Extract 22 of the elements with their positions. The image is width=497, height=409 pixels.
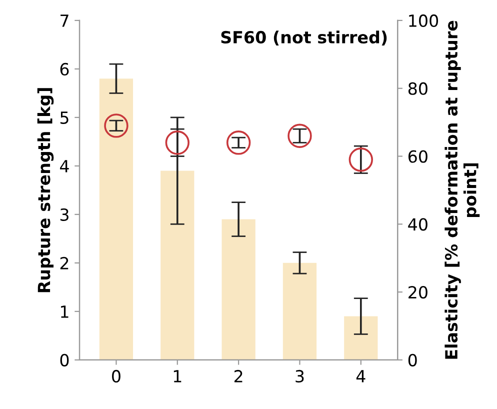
y2-tick-label: 0: [408, 354, 417, 366]
x-tick-label: 2: [234, 370, 242, 382]
x-tick-label: 1: [174, 370, 182, 382]
y-tick-label: 4: [60, 160, 69, 172]
y-tick-label: 5: [60, 112, 68, 124]
y2-tick-label: 100: [409, 14, 438, 28]
y-axis-title: Rupture strength [kg]: [37, 88, 54, 292]
y-tick-label: 0: [60, 354, 69, 366]
x-tick-label: 0: [112, 370, 120, 383]
x-tick-label: 4: [356, 370, 366, 382]
y2-tick-label: 80: [408, 82, 428, 95]
y2-axis-title: Elasticity [% deformation at rupture point]: [444, 20, 480, 359]
y-tick-label: 2: [60, 256, 68, 270]
y-tick-label: 1: [61, 306, 68, 318]
y2-tick-label: 20: [408, 286, 428, 299]
y-tick-label: 3: [60, 208, 68, 221]
y-tick-label: 7: [60, 14, 68, 27]
text: SF60 (not stirred): [221, 30, 387, 46]
y-tick-label: 6: [60, 62, 69, 76]
y2-tick-label: 40: [408, 218, 428, 231]
x-tick-label: 3: [296, 370, 304, 383]
y2-tick-label: 60: [408, 150, 428, 163]
